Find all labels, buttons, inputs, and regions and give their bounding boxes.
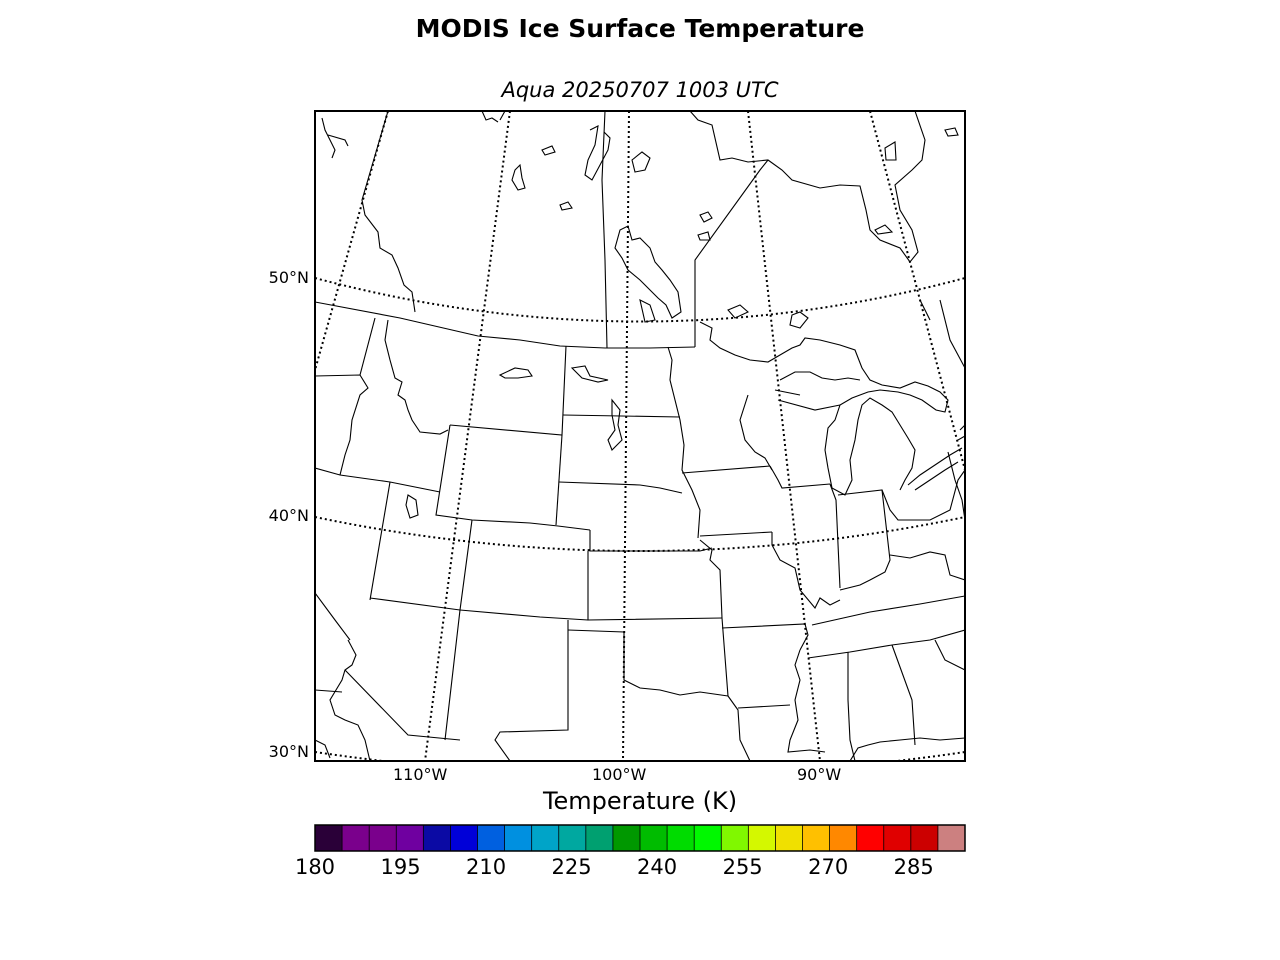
coastlines-and-lakes (315, 111, 965, 761)
colorbar-segment (531, 825, 560, 851)
colorbar-segment (694, 825, 722, 851)
colorbar-segment (802, 825, 831, 851)
longitude-label-90w: 90°W (797, 765, 842, 784)
colorbar-segment (640, 825, 668, 851)
colorbar-segment (667, 825, 695, 851)
colorbar-segment (450, 825, 478, 851)
colorbar-segment (504, 825, 533, 851)
colorbar-segment (612, 825, 641, 851)
colorbar-tick-label: 285 (893, 855, 934, 879)
colorbar-segment (315, 825, 343, 851)
colorbar-tick-label: 255 (722, 855, 763, 879)
colorbar-segment (396, 825, 424, 851)
latitude-label-40n: 40°N (268, 506, 309, 525)
latitude-label-50n: 50°N (268, 268, 309, 287)
colorbar-tick-label: 210 (466, 855, 507, 879)
colorbar-segment (585, 825, 614, 851)
colorbar-segment (342, 825, 370, 851)
colorbar-tick-label: 240 (637, 855, 678, 879)
colorbar-segment (423, 825, 451, 851)
colorbar-segment (775, 825, 803, 851)
colorbar-segment (477, 825, 506, 851)
colorbar-tick-label: 180 (294, 855, 336, 879)
colorbar (315, 825, 966, 851)
colorbar-tick-labels: 180 195 210 225 240 255 270 285 (0, 855, 1280, 885)
graticule-meridians (315, 111, 965, 761)
colorbar-label: Temperature (K) (542, 787, 738, 815)
colorbar-frame (314, 824, 966, 852)
colorbar-segment (883, 825, 912, 851)
figure-subtitle: Aqua 20250707 1003 UTC (501, 78, 779, 102)
colorbar-tick-label: 270 (808, 855, 849, 879)
colorbar-segment (721, 825, 749, 851)
colorbar-segment (937, 825, 966, 851)
colorbar-segment (856, 825, 885, 851)
colorbar-segment (829, 825, 858, 851)
colorbar-segment (369, 825, 397, 851)
colorbar-tick-label: 195 (380, 855, 421, 879)
longitude-label-100w: 100°W (592, 765, 647, 784)
colorbar-segment (910, 825, 939, 851)
longitude-label-110w: 110°W (393, 765, 448, 784)
colorbar-tick-label: 225 (551, 855, 592, 879)
map-frame (314, 110, 966, 762)
graticule-parallels (315, 277, 965, 761)
political-boundaries (315, 111, 965, 761)
figure-title: MODIS Ice Surface Temperature (415, 14, 865, 43)
colorbar-segment (558, 825, 587, 851)
latitude-label-30n: 30°N (268, 742, 309, 761)
colorbar-segment (748, 825, 776, 851)
